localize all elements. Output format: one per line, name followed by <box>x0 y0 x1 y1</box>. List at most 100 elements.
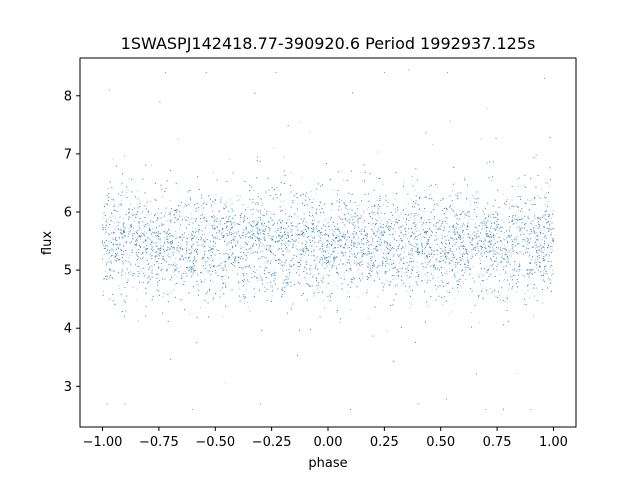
data-point <box>541 249 543 251</box>
data-point <box>537 239 539 241</box>
data-point <box>310 231 312 233</box>
data-point <box>420 237 422 239</box>
data-point <box>224 382 226 384</box>
data-point <box>188 268 190 270</box>
data-point <box>515 219 517 221</box>
data-point <box>358 264 360 265</box>
data-point <box>319 209 321 211</box>
data-point <box>471 238 473 240</box>
data-point <box>102 227 104 229</box>
data-point <box>426 304 428 306</box>
data-point <box>151 236 153 238</box>
data-point <box>114 257 116 259</box>
data-point <box>186 219 188 221</box>
data-point <box>530 259 532 260</box>
data-point <box>441 234 443 236</box>
data-point <box>137 197 139 199</box>
plot-area <box>80 58 576 427</box>
data-point <box>543 217 545 219</box>
data-point <box>415 228 416 230</box>
data-point <box>211 206 213 208</box>
data-point <box>196 273 198 275</box>
data-point <box>325 218 327 220</box>
data-point <box>512 223 514 225</box>
data-point <box>437 238 439 240</box>
data-point <box>185 216 187 218</box>
data-point <box>530 228 532 230</box>
data-point <box>385 225 387 227</box>
data-point <box>519 263 521 265</box>
data-point <box>251 249 253 251</box>
data-point <box>126 192 128 193</box>
data-point <box>542 302 543 304</box>
data-point <box>157 237 159 239</box>
data-point <box>303 249 305 251</box>
data-point <box>185 241 187 243</box>
data-point <box>363 181 365 183</box>
data-point <box>537 218 538 220</box>
data-point <box>371 267 373 268</box>
data-point <box>302 236 304 238</box>
data-point <box>236 233 238 235</box>
data-point <box>475 243 477 245</box>
data-point <box>370 236 372 238</box>
data-point <box>378 208 380 210</box>
data-point <box>332 247 334 249</box>
data-point <box>135 252 137 254</box>
data-point <box>342 263 344 265</box>
data-point <box>377 276 379 278</box>
data-point <box>270 260 272 262</box>
data-point <box>273 147 275 149</box>
data-point <box>399 257 401 259</box>
data-point <box>499 294 501 296</box>
data-point <box>504 279 506 281</box>
data-point <box>236 232 238 234</box>
data-point <box>417 234 419 236</box>
data-point <box>432 256 434 258</box>
data-point <box>407 251 409 253</box>
data-point <box>208 223 210 225</box>
data-point <box>394 198 396 200</box>
data-point <box>165 72 167 73</box>
data-point <box>212 281 214 283</box>
data-point <box>496 252 498 254</box>
data-point <box>318 229 319 231</box>
data-point <box>474 247 476 249</box>
data-point <box>322 262 324 264</box>
data-point <box>151 240 153 242</box>
data-point <box>523 185 525 186</box>
data-point <box>129 254 131 256</box>
data-point <box>305 228 306 230</box>
data-point <box>251 273 253 275</box>
data-point <box>552 269 554 271</box>
data-point <box>306 249 308 251</box>
data-point <box>213 237 215 239</box>
data-point <box>414 225 416 227</box>
data-point <box>271 240 273 242</box>
data-point <box>169 200 171 201</box>
data-point <box>446 256 448 258</box>
data-point <box>326 286 327 288</box>
data-point <box>321 242 323 244</box>
data-point <box>116 226 118 228</box>
data-point <box>106 222 108 224</box>
data-point <box>283 156 285 158</box>
data-point <box>505 301 507 302</box>
data-point <box>232 247 234 248</box>
data-point <box>416 215 418 217</box>
data-point <box>402 225 404 227</box>
data-point <box>519 269 521 271</box>
data-point <box>459 226 461 228</box>
data-point <box>255 224 257 226</box>
data-point <box>290 228 292 230</box>
data-point <box>394 230 396 232</box>
data-point <box>366 209 368 211</box>
data-point <box>247 241 249 243</box>
data-point <box>497 227 499 229</box>
data-point <box>337 194 339 195</box>
data-point <box>416 236 417 238</box>
data-point <box>391 220 393 222</box>
data-point <box>162 196 163 198</box>
data-point <box>361 240 363 242</box>
data-point <box>417 247 419 248</box>
